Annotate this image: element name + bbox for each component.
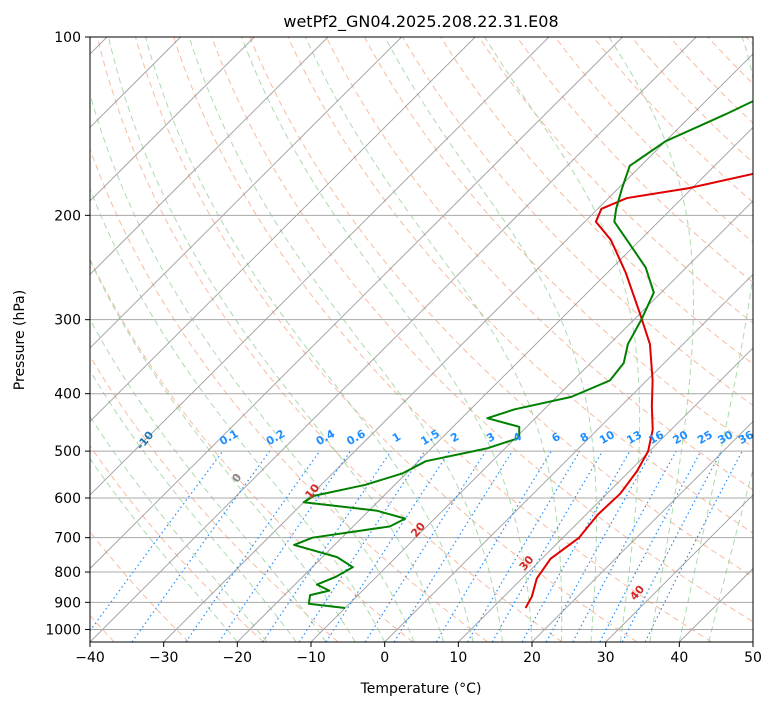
y-tick-label: 800	[54, 565, 81, 581]
x-tick-label: 20	[523, 650, 541, 666]
moist-adiabat-line	[678, 37, 753, 642]
moist-adiabat-line	[90, 259, 356, 642]
moist-adiabat-line	[145, 37, 474, 642]
moist-adiabat-line	[90, 457, 238, 642]
x-tick-label: −30	[149, 650, 179, 666]
dry-adiabat-line	[173, 37, 712, 642]
mixing-ratio-line	[572, 450, 677, 642]
dewpoint-profile-line	[293, 100, 753, 609]
y-tick-label: 100	[54, 30, 81, 46]
mixing-ratio-line	[599, 450, 702, 642]
mixing-ratio-line	[393, 450, 513, 642]
moist-adiabat-line	[241, 37, 533, 642]
moist-adiabat-line	[90, 187, 386, 642]
isotherm-line	[90, 37, 623, 570]
moist-adiabat-line	[384, 37, 598, 642]
dry-adiabat-line	[90, 258, 414, 642]
isotherm-line	[90, 37, 550, 496]
x-tick-label: 0	[380, 650, 389, 666]
isotherm-line	[90, 37, 697, 642]
y-axis-title: Pressure (hPa)	[12, 290, 28, 390]
x-axis-title: Temperature (°C)	[360, 681, 482, 697]
x-tick-label: 50	[744, 650, 762, 666]
x-tick-label: 30	[597, 650, 615, 666]
mixing-ratio-line	[435, 450, 552, 642]
isotherm-line	[457, 347, 753, 642]
x-tick-label: −10	[296, 650, 326, 666]
y-tick-label: 200	[54, 208, 81, 224]
moist-adiabat-line	[108, 37, 445, 642]
isotherm-line	[384, 273, 753, 642]
dry-adiabat-line	[516, 37, 753, 284]
isotherm-line	[236, 126, 753, 642]
moist-adiabat-line	[608, 37, 694, 642]
y-tick-label: 400	[54, 387, 81, 403]
mixing-ratio-line	[298, 450, 426, 642]
isotherm-line	[310, 200, 753, 642]
dry-adiabat-line	[325, 37, 753, 491]
moist-adiabat-line	[90, 369, 297, 642]
mixing-ratio-line	[466, 450, 581, 642]
dry-adiabat-line	[631, 37, 753, 164]
isotherm-line	[605, 494, 753, 642]
temperature-profile-line	[524, 172, 753, 609]
moist-adiabat-line	[484, 37, 641, 642]
mixing-ratio-line	[262, 450, 392, 642]
mixing-ratio-label: 36	[736, 428, 756, 447]
y-tick-label: 700	[54, 531, 81, 547]
mixing-ratio-line	[185, 450, 321, 642]
dry-adiabat-line	[211, 37, 753, 623]
y-tick-label: 500	[54, 444, 81, 460]
mixing-ratio-line	[364, 450, 487, 642]
isotherm-line	[163, 53, 753, 642]
dry-adiabat-line	[96, 37, 563, 642]
x-tick-label: −40	[75, 650, 105, 666]
dry-adiabat-line	[402, 37, 753, 407]
dry-adiabat-line	[90, 445, 264, 642]
y-tick-label: 1000	[45, 622, 81, 638]
x-tick-label: 10	[449, 650, 467, 666]
plot-frame	[89, 36, 754, 643]
isotherm-line	[90, 37, 476, 423]
y-tick-label: 900	[54, 595, 81, 611]
isotherm-line	[90, 37, 402, 349]
dry-adiabat-line	[249, 37, 753, 578]
y-tick-label: 300	[54, 313, 81, 329]
isotherm-line	[90, 37, 329, 276]
mixing-ratio-line	[218, 450, 351, 642]
dry-adiabat-line	[287, 37, 753, 534]
moist-adiabat-line	[90, 318, 327, 642]
y-tick-label: 600	[54, 491, 81, 507]
moist-adiabat-line	[90, 415, 268, 642]
dry-adiabat-line	[592, 37, 753, 203]
chart-title: wetPf2_GN04.2025.208.22.31.E08	[283, 12, 558, 32]
x-tick-label: 40	[670, 650, 688, 666]
dry-adiabat-line	[478, 37, 753, 324]
dry-adiabat-line	[134, 37, 638, 642]
mixing-ratio-line	[325, 450, 451, 642]
moist-adiabat-line	[305, 37, 563, 642]
moist-adiabat-line	[188, 37, 504, 642]
isotherm-line	[531, 420, 753, 642]
moist-adiabat-line	[708, 467, 753, 642]
isotherm-line	[90, 37, 255, 202]
x-tick-label: −20	[223, 650, 253, 666]
